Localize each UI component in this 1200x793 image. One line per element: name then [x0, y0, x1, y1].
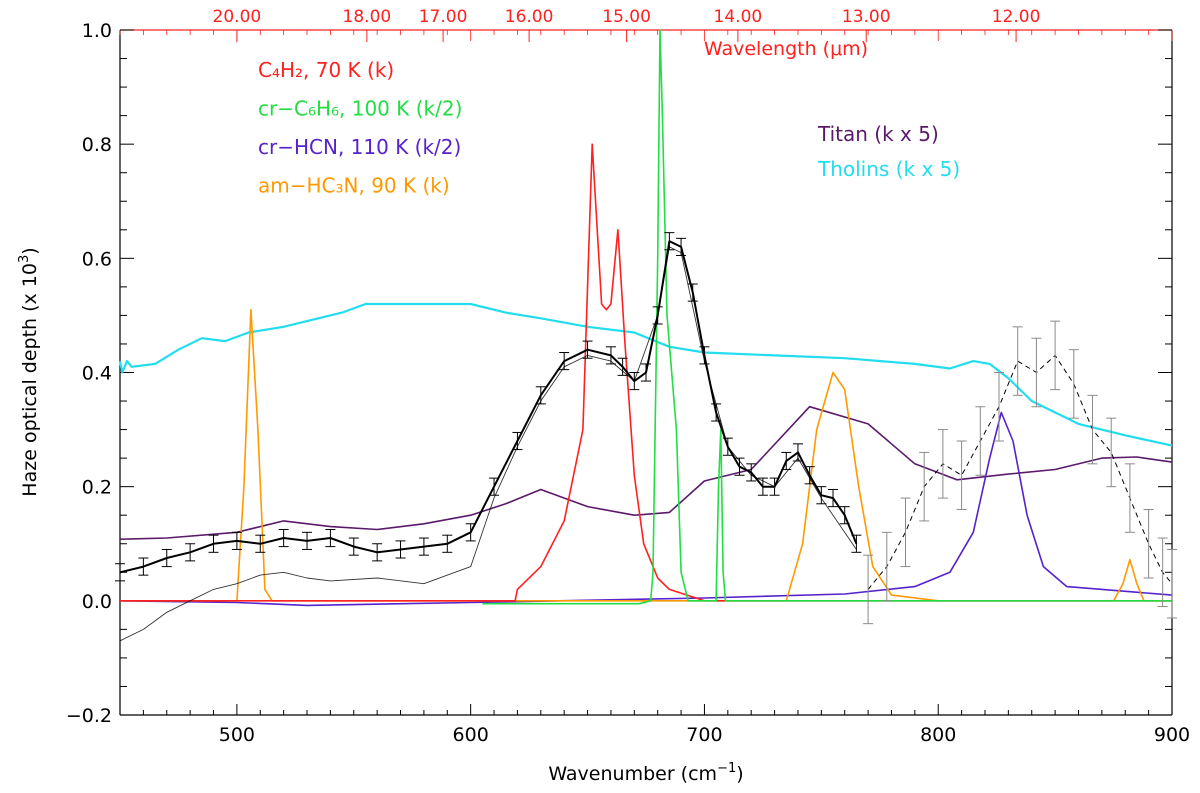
y-ticks: −0.2 0.0 0.2 0.4 0.6 0.8 1.0	[66, 20, 1172, 727]
y-tick-label: 0.2	[82, 477, 112, 499]
x-tick-label: 500	[219, 724, 255, 746]
legend-entry-right: Tholins (k x 5)	[817, 157, 960, 181]
y-tick-label: 0.6	[82, 248, 112, 270]
top-tick-label: 15.00	[602, 7, 651, 27]
x-tick-label: 900	[1154, 724, 1190, 746]
top-tick-label: 14.00	[714, 7, 763, 27]
series-line	[119, 246, 857, 642]
legend-entry: am−HC₃N, 90 K (k)	[258, 174, 450, 198]
x-tick-label: 700	[686, 724, 722, 746]
series-layer	[115, 29, 1177, 642]
y-tick-label: 0.4	[82, 363, 112, 385]
top-tick-label: 13.00	[842, 7, 891, 27]
series-line	[118, 302, 1173, 447]
top-tick-label: 12.00	[992, 7, 1041, 27]
top-tick-label: 20.00	[213, 7, 262, 27]
series-line	[119, 405, 1173, 540]
x-tick-label: 600	[453, 724, 489, 746]
x-tick-label: 800	[920, 724, 956, 746]
series-line	[119, 411, 1173, 607]
top-tick-label: 16.00	[505, 7, 554, 27]
top-axis-label: Wavelength (μm)	[704, 38, 868, 60]
y-tick-label: 0.8	[82, 134, 112, 156]
series-line	[119, 240, 858, 574]
y-tick-label: −0.2	[66, 705, 112, 727]
y-axis-label: Haze optical depth (x 103)	[17, 247, 41, 496]
legend-entry-right: Titan (k x 5)	[817, 122, 939, 146]
y-tick-label: 1.0	[82, 20, 112, 42]
series-line	[120, 143, 1172, 602]
x-ticks: 500 600 700 800 900	[119, 30, 1190, 746]
y-tick-label: 0.0	[82, 591, 112, 613]
legend-entry: C₄H₂, 70 K (k)	[258, 58, 394, 82]
legend-entry: cr−HCN, 110 K (k/2)	[258, 135, 461, 159]
top-ticks: 20.00 18.00 17.00 16.00 15.00 14.00 13.00 12.00	[213, 7, 1041, 42]
series-line	[120, 308, 1172, 602]
legend: C₄H₂, 70 K (k) cr−C₆H₆, 100 K (k/2) cr−HCN…	[258, 58, 960, 198]
series-line	[867, 354, 1173, 590]
top-tick-label: 17.00	[419, 7, 468, 27]
series-line	[482, 29, 1172, 605]
top-tick-label: 18.00	[343, 7, 392, 27]
x-axis-label: Wavenumber (cm−1)	[548, 761, 743, 785]
legend-entry: cr−C₆H₆, 100 K (k/2)	[258, 97, 462, 121]
